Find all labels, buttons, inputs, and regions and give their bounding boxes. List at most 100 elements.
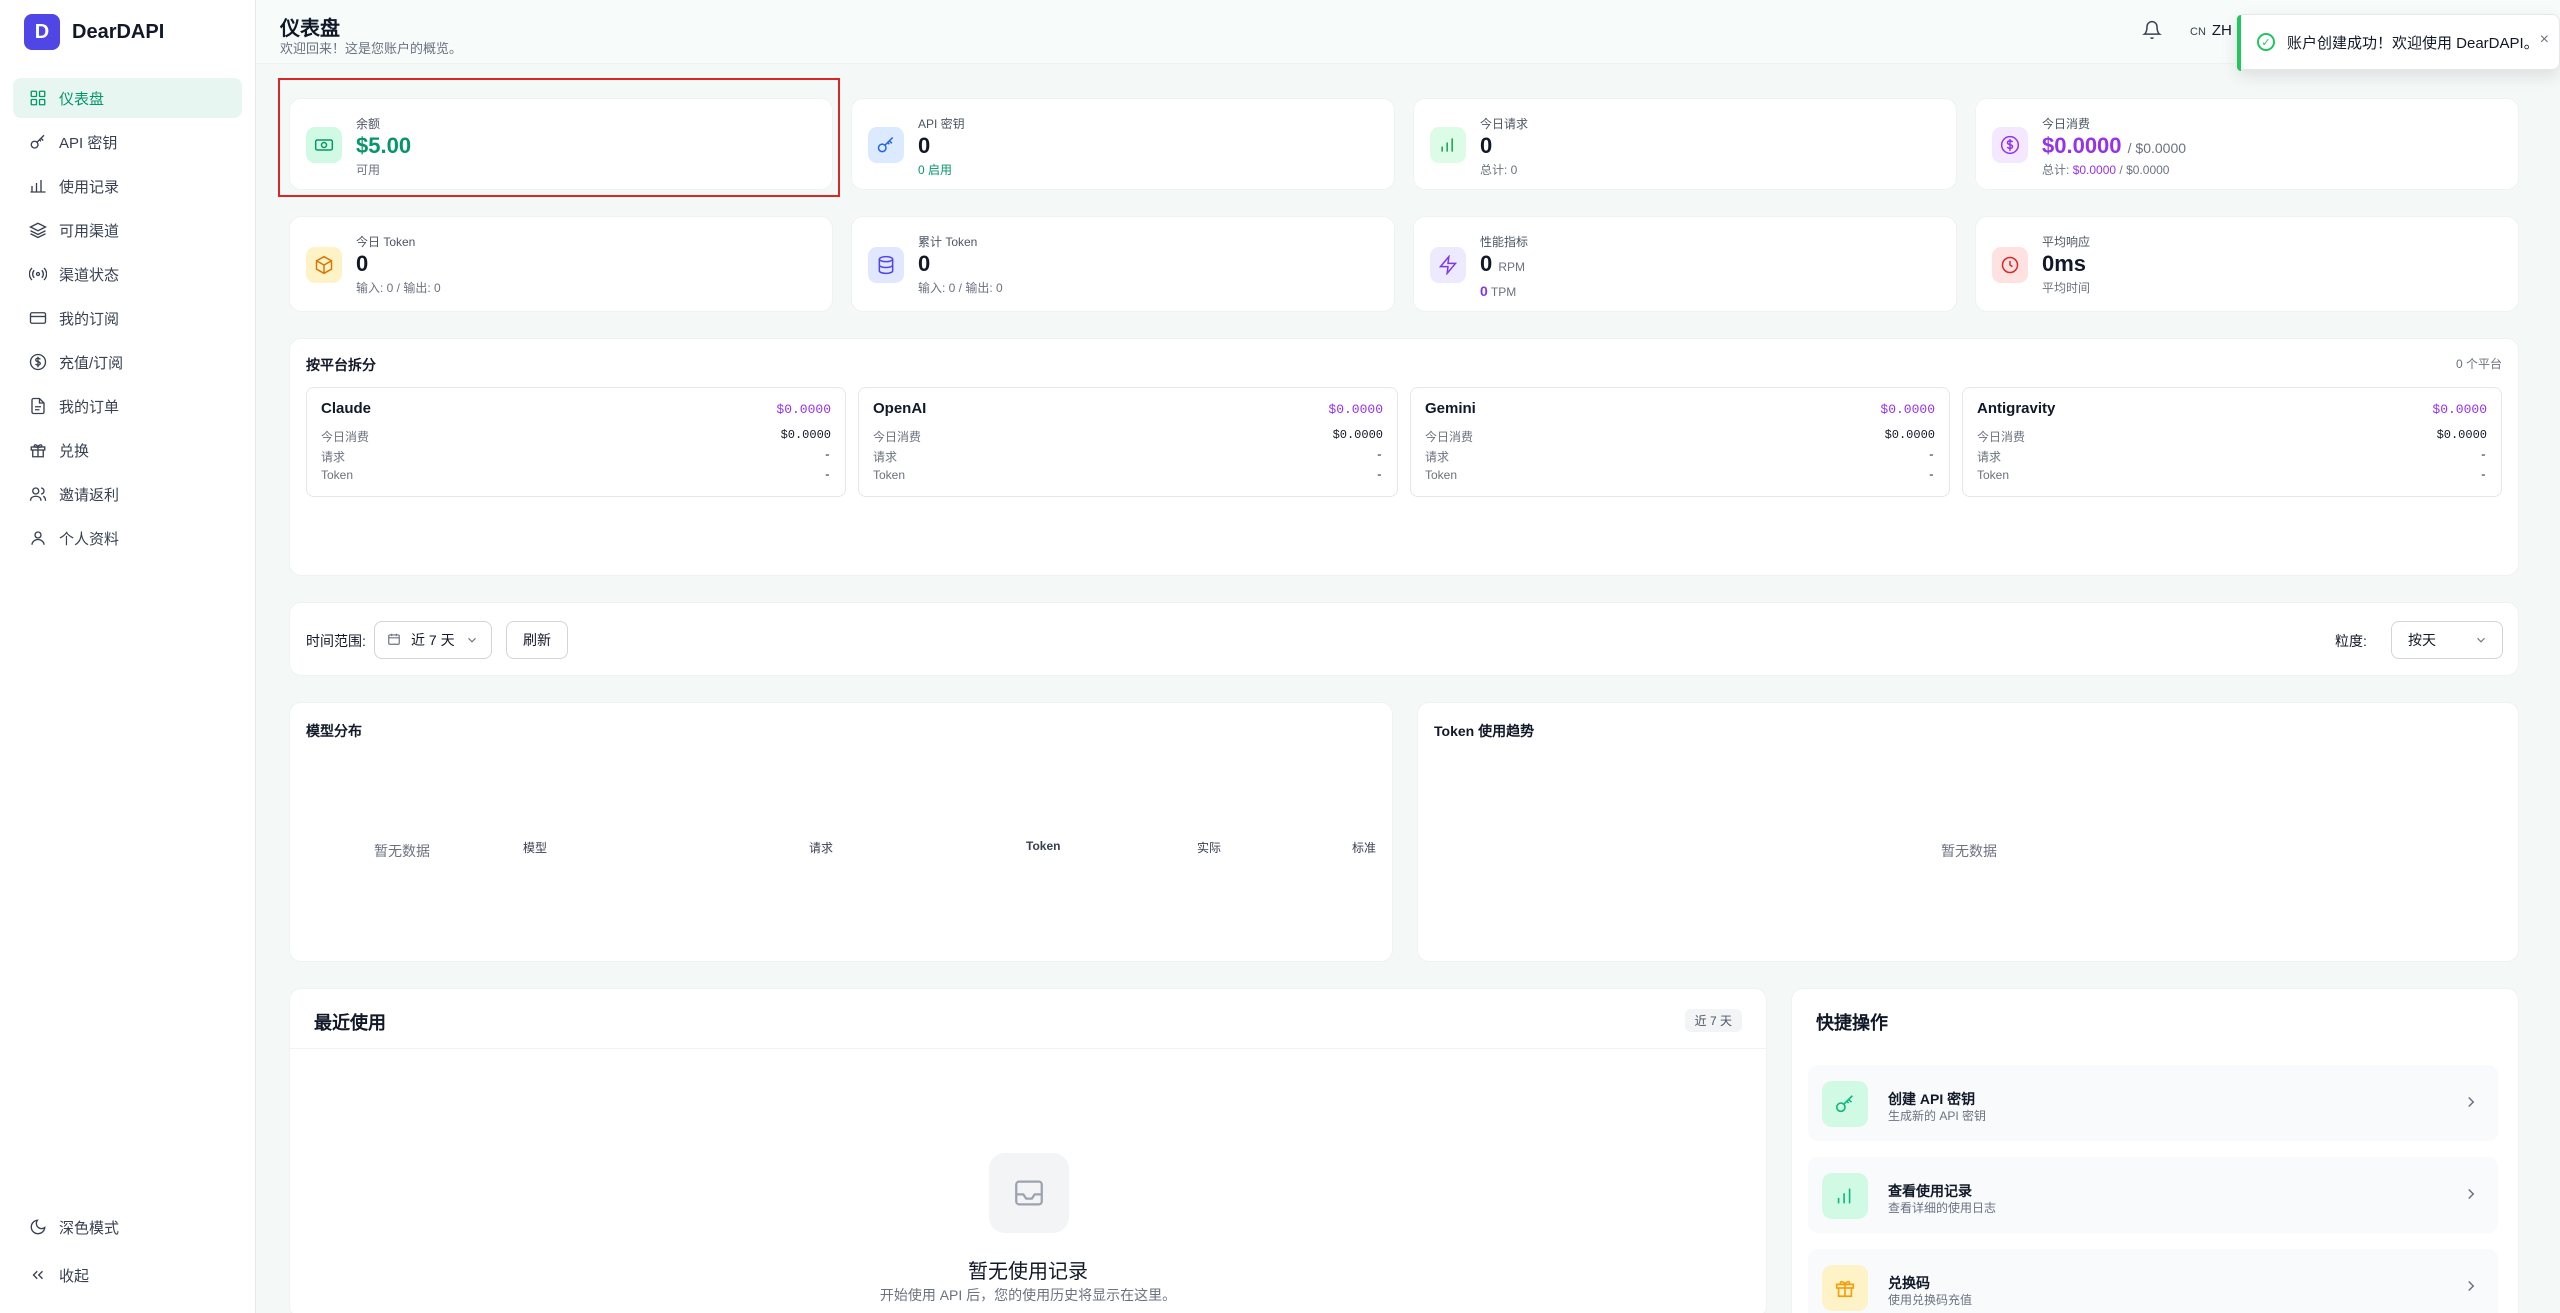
platform-requests-row: 请求 - xyxy=(1977,448,2487,465)
sidebar-item-label: 使用记录 xyxy=(59,178,120,196)
platform-token-row: Token - xyxy=(1425,468,1935,482)
today-requests-value: 0 xyxy=(1480,133,1493,158)
users-icon xyxy=(29,485,47,503)
platform-token-row: Token - xyxy=(1977,468,2487,482)
token-value: - xyxy=(823,468,831,482)
token-label: Token xyxy=(321,468,354,482)
total-token-sub: 输入: 0 / 输出: 0 xyxy=(918,281,1003,295)
sidebar-item-channel-status[interactable]: 渠道状态 xyxy=(13,254,242,294)
recent-usage-card: 最近使用 近 7 天 暂无使用记录 开始使用 API 后，您的使用历史将显示在这… xyxy=(289,988,1767,1313)
requests-label: 请求 xyxy=(1425,450,1450,464)
sidebar-item-label: 我的订单 xyxy=(59,398,120,416)
total-token-card: 累计 Token 0 输入: 0 / 输出: 0 xyxy=(851,216,1395,312)
sidebar-item-label: 可用渠道 xyxy=(59,222,120,240)
quick-action-desc: 查看详细的使用日志 xyxy=(1888,1201,1997,1215)
platform-cost: $0.0000 xyxy=(1328,402,1383,417)
tpm-row: 0 TPM xyxy=(1480,283,1516,299)
sidebar-item-redeem[interactable]: 兑换 xyxy=(13,430,242,470)
platform-cost: $0.0000 xyxy=(1880,402,1935,417)
quick-action-title: 兑换码 xyxy=(1888,1275,1930,1291)
granularity-value: 按天 xyxy=(2408,632,2436,648)
page-subtitle: 欢迎回来！这是您账户的概览。 xyxy=(280,41,463,56)
platform-requests-row: 请求 - xyxy=(321,448,831,465)
sidebar-item-label: 渠道状态 xyxy=(59,266,120,284)
chevron-right-icon xyxy=(2462,1185,2480,1208)
api-keys-sub: 0 启用 xyxy=(918,163,953,177)
close-icon[interactable]: × xyxy=(2539,31,2549,48)
bell-icon[interactable] xyxy=(2142,20,2164,42)
today-requests-sub: 总计: 0 xyxy=(1480,163,1518,177)
quick-action-create-key[interactable]: 创建 API 密钥 生成新的 API 密钥 xyxy=(1808,1065,2498,1141)
sidebar-item-usage[interactable]: 使用记录 xyxy=(13,166,242,206)
token-label: Token xyxy=(873,468,906,482)
sidebar-item-subscription[interactable]: 我的订阅 xyxy=(13,298,242,338)
gift-icon xyxy=(1822,1265,1868,1311)
dollar-circle-icon xyxy=(29,353,47,371)
platform-cost: $0.0000 xyxy=(776,402,831,417)
requests-value: - xyxy=(2479,448,2487,462)
quick-actions-title: 快捷操作 xyxy=(1816,1013,1888,1033)
rpm-value: 0 xyxy=(1480,251,1493,276)
granularity-select[interactable]: 按天 xyxy=(2391,621,2503,659)
brand-logo: D xyxy=(24,14,60,50)
toast-accent xyxy=(2237,15,2241,71)
refresh-button[interactable]: 刷新 xyxy=(506,621,568,659)
language-switcher[interactable]: CN ZH xyxy=(2190,22,2232,39)
quick-action-redeem[interactable]: 兑换码 使用兑换码充值 xyxy=(1808,1249,2498,1313)
today-cost-value: $0.0000 xyxy=(1884,428,1935,442)
quick-action-desc: 生成新的 API 密钥 xyxy=(1888,1109,1987,1123)
col-standard: 标准 xyxy=(1352,841,1377,855)
today-requests-card: 今日请求 0 总计: 0 xyxy=(1413,98,1957,190)
sidebar-item-orders[interactable]: 我的订单 xyxy=(13,386,242,426)
time-range-select[interactable]: 近 7 天 xyxy=(374,621,492,659)
sidebar-item-profile[interactable]: 个人资料 xyxy=(13,518,242,558)
recent-usage-title: 最近使用 xyxy=(314,1013,386,1033)
sidebar-item-dashboard[interactable]: 仪表盘 xyxy=(13,78,242,118)
document-icon xyxy=(29,397,47,415)
platform-card-claude[interactable]: Claude $0.0000 今日消费 $0.0000 请求 - Token - xyxy=(306,387,846,497)
balance-label: 余额 xyxy=(356,117,381,131)
token-trend-empty: 暂无数据 xyxy=(1941,843,1997,859)
chevron-right-icon xyxy=(2462,1277,2480,1300)
today-cost-label: 今日消费 xyxy=(321,430,370,444)
bar-chart-icon xyxy=(1430,127,1466,163)
today-cost-card: 今日消费 $0.0000 / $0.0000 总计: $0.0000 / $0.… xyxy=(1975,98,2519,190)
sidebar-item-api-keys[interactable]: API 密钥 xyxy=(13,122,242,162)
col-actual: 实际 xyxy=(1197,841,1222,855)
balance-value: $5.00 xyxy=(356,133,412,158)
time-range-label: 时间范围: xyxy=(306,633,366,649)
chevron-right-icon xyxy=(2462,1093,2480,1116)
today-cost-value: $0.0000 xyxy=(780,428,831,442)
database-icon xyxy=(868,247,904,283)
dollar-circle-icon xyxy=(1992,127,2028,163)
sidebar-item-recharge[interactable]: 充值/订阅 xyxy=(13,342,242,382)
dark-mode-toggle[interactable]: 深色模式 xyxy=(13,1205,242,1249)
balance-card: 余额 $5.00 可用 xyxy=(289,98,833,190)
main-content: 余额 $5.00 可用 API 密钥 0 0 启用 今日请求 0 总计: 0 今… xyxy=(256,64,2560,1313)
collapse-sidebar-button[interactable]: 收起 xyxy=(13,1253,242,1297)
bar-chart-icon xyxy=(29,177,47,195)
brand[interactable]: D DearDAPI xyxy=(0,0,255,64)
balance-sub: 可用 xyxy=(356,163,381,177)
filters-bar: 时间范围: 近 7 天 刷新 粒度: 按天 xyxy=(289,602,2519,676)
api-keys-value: 0 xyxy=(918,133,931,158)
api-keys-card: API 密钥 0 0 启用 xyxy=(851,98,1395,190)
sidebar-item-channels[interactable]: 可用渠道 xyxy=(13,210,242,250)
platform-card-openai[interactable]: OpenAI $0.0000 今日消费 $0.0000 请求 - Token - xyxy=(858,387,1398,497)
token-label: Token xyxy=(1977,468,2010,482)
today-cost-value: $0.0000 / $0.0000 xyxy=(2042,133,2186,159)
tpm-unit: TPM xyxy=(1490,285,1517,299)
quick-action-view-usage[interactable]: 查看使用记录 查看详细的使用日志 xyxy=(1808,1157,2498,1233)
sidebar-item-referral[interactable]: 邀请返利 xyxy=(13,474,242,514)
granularity-label: 粒度: xyxy=(2335,633,2367,649)
platform-card-antigravity[interactable]: Antigravity $0.0000 今日消费 $0.0000 请求 - Toke… xyxy=(1962,387,2502,497)
platform-count: 0 个平台 xyxy=(2455,357,2502,371)
platform-card-gemini[interactable]: Gemini $0.0000 今日消费 $0.0000 请求 - Token - xyxy=(1410,387,1950,497)
performance-label: 性能指标 xyxy=(1480,235,1529,249)
token-trend-card: Token 使用趋势 暂无数据 xyxy=(1417,702,2519,962)
col-requests: 请求 xyxy=(809,841,834,855)
today-cost-label: 今日消费 xyxy=(873,430,922,444)
sidebar-item-label: API 密钥 xyxy=(59,134,118,152)
today-cost-sub: 总计: $0.0000 / $0.0000 xyxy=(2042,161,2169,178)
rpm-unit: RPM xyxy=(1498,260,1526,274)
